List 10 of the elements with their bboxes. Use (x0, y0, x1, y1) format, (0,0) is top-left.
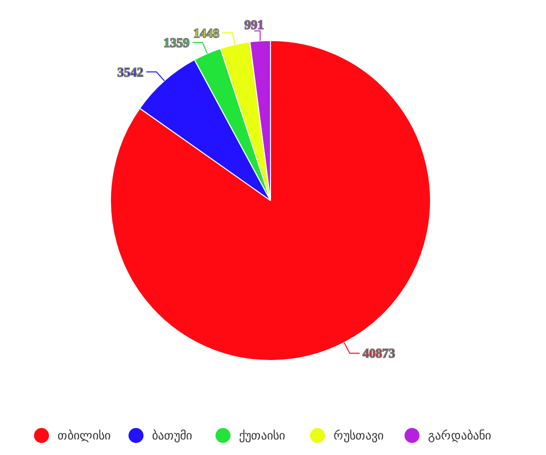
data-label: 1359 (164, 35, 190, 50)
data-label: 991 (244, 16, 264, 32)
data-label: 40873 (362, 346, 396, 361)
legend-label: რუსთავი (334, 428, 384, 442)
data-label: 1448 (193, 25, 220, 40)
legend-label: თბილისი (58, 428, 110, 442)
legend-label: გარდაბანი (428, 428, 491, 442)
legend-label: ქუთაისი (239, 428, 285, 442)
data-label: 3542 (117, 64, 144, 80)
legend-label: ბათუმი (152, 428, 192, 442)
